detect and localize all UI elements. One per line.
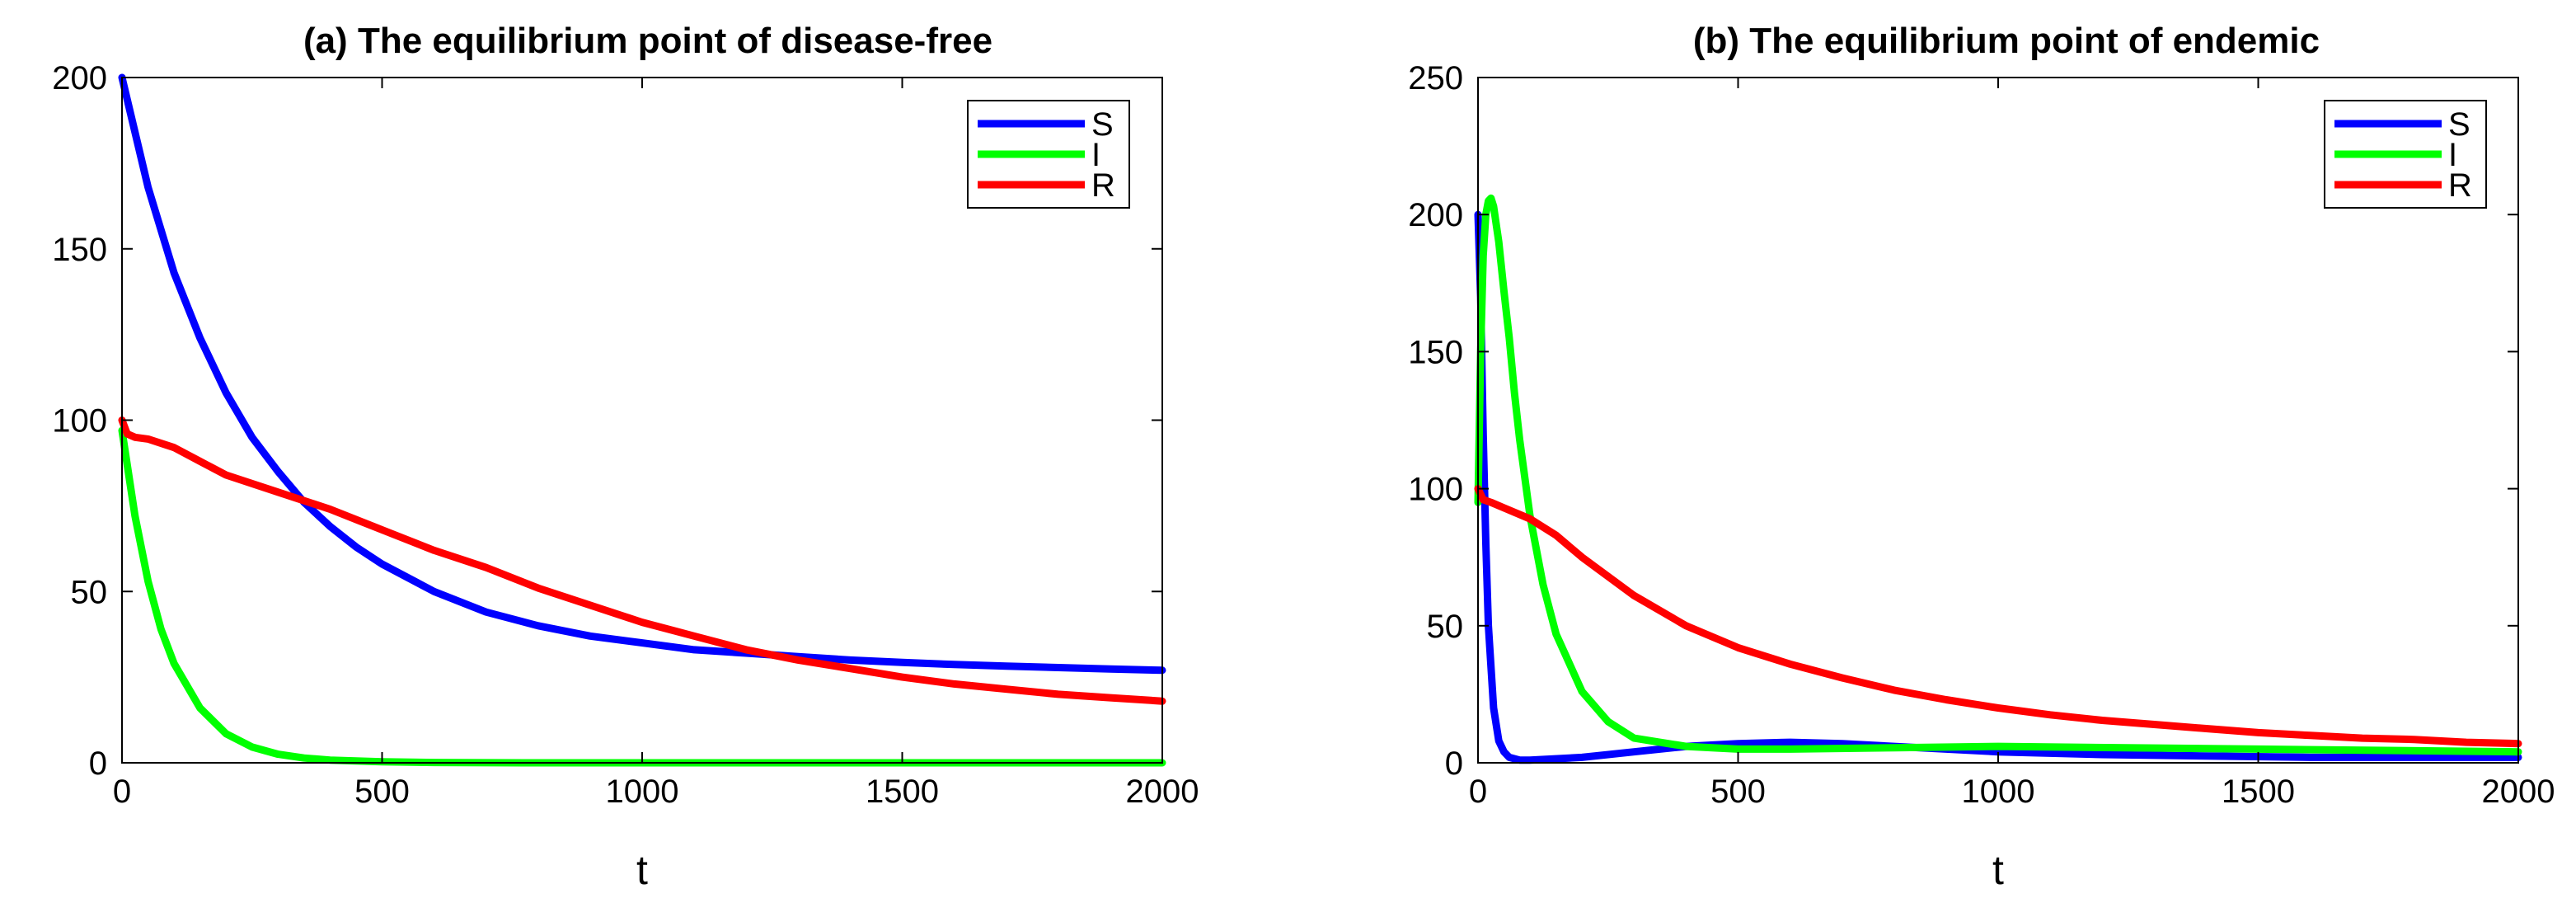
y-tick-label: 100 xyxy=(1408,472,1463,508)
x-tick-label: 500 xyxy=(1710,774,1766,810)
series-line-r xyxy=(1474,485,2522,748)
x-tick-label: 2000 xyxy=(2482,774,2555,810)
chart-title: (b) The equilibrium point of endemic xyxy=(1693,21,2320,61)
y-tick-label: 200 xyxy=(52,60,107,96)
series-line-i xyxy=(1474,194,2522,756)
chart-title: (a) The equilibrium point of disease-fre… xyxy=(303,21,992,61)
legend: SIR xyxy=(967,100,1130,209)
x-tick-label: 1500 xyxy=(866,774,939,810)
legend: SIR xyxy=(2324,100,2487,209)
series-line-r xyxy=(118,416,1166,705)
y-tick-label: 50 xyxy=(1427,609,1464,645)
y-tick-label: 250 xyxy=(1408,60,1463,96)
x-tick-label: 0 xyxy=(113,774,131,810)
legend-label-r: R xyxy=(2448,167,2472,204)
y-tick-label: 150 xyxy=(1408,334,1463,370)
x-tick-label: 500 xyxy=(354,774,410,810)
x-axis-label: t xyxy=(1992,847,2004,893)
y-tick-label: 0 xyxy=(89,745,107,782)
legend-label-i: I xyxy=(1091,137,1100,173)
y-tick-label: 0 xyxy=(1445,745,1463,782)
y-tick-label: 100 xyxy=(52,403,107,440)
panel-a: (a) The equilibrium point of disease-fre… xyxy=(52,21,1199,893)
y-tick-label: 150 xyxy=(52,232,107,268)
x-tick-label: 1500 xyxy=(2222,774,2295,810)
legend-label-s: S xyxy=(1091,106,1114,143)
legend-label-s: S xyxy=(2448,106,2470,143)
y-tick-label: 200 xyxy=(1408,197,1463,233)
x-axis-label: t xyxy=(636,847,648,893)
x-tick-label: 1000 xyxy=(606,774,679,810)
series-line-s xyxy=(118,73,1166,675)
x-tick-label: 0 xyxy=(1469,774,1487,810)
panel-b: (b) The equilibrium point of endemic 0 50… xyxy=(1408,21,2555,893)
y-tick-label: 50 xyxy=(71,574,108,610)
x-tick-label: 2000 xyxy=(1126,774,1199,810)
series-line-s xyxy=(1474,210,2522,764)
legend-label-r: R xyxy=(1091,167,1115,204)
x-tick-label: 1000 xyxy=(1962,774,2035,810)
series-line-i xyxy=(118,426,1166,767)
legend-label-i: I xyxy=(2448,137,2457,173)
